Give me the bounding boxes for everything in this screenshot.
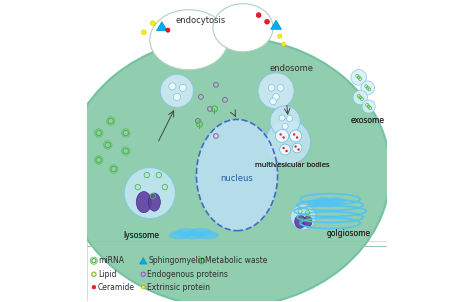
Circle shape <box>283 147 285 149</box>
Polygon shape <box>156 22 167 31</box>
Text: exosome: exosome <box>351 117 385 125</box>
Text: nucleus: nucleus <box>220 174 254 182</box>
Circle shape <box>268 85 275 91</box>
Circle shape <box>293 133 295 136</box>
Circle shape <box>150 21 155 26</box>
Text: Endogenous proteins: Endogenous proteins <box>147 270 228 279</box>
Circle shape <box>141 285 145 289</box>
Circle shape <box>296 136 298 139</box>
Circle shape <box>277 85 284 91</box>
Ellipse shape <box>196 231 219 239</box>
Ellipse shape <box>328 197 346 204</box>
Text: exosome: exosome <box>351 117 385 125</box>
Circle shape <box>169 83 176 90</box>
FancyBboxPatch shape <box>87 0 387 67</box>
Ellipse shape <box>168 231 191 239</box>
Ellipse shape <box>66 37 390 302</box>
Circle shape <box>160 74 193 108</box>
Ellipse shape <box>213 4 273 52</box>
Text: miRNA: miRNA <box>98 256 124 265</box>
Text: golgiosome: golgiosome <box>326 229 370 238</box>
Circle shape <box>361 81 374 95</box>
Text: lysosome: lysosome <box>123 231 159 240</box>
Circle shape <box>273 94 279 100</box>
Circle shape <box>124 168 175 219</box>
Circle shape <box>256 13 261 18</box>
Text: lysosome: lysosome <box>123 231 159 240</box>
Circle shape <box>265 119 310 165</box>
Text: Lipid: Lipid <box>98 270 116 279</box>
Circle shape <box>173 93 181 101</box>
Circle shape <box>280 144 291 155</box>
Circle shape <box>290 130 301 142</box>
Circle shape <box>292 143 302 153</box>
Ellipse shape <box>150 10 228 70</box>
Circle shape <box>258 73 294 109</box>
Circle shape <box>179 84 186 92</box>
Ellipse shape <box>295 215 306 228</box>
Ellipse shape <box>196 119 278 231</box>
Polygon shape <box>271 20 282 29</box>
Text: Metabolic waste: Metabolic waste <box>205 256 268 265</box>
Circle shape <box>351 69 366 85</box>
Circle shape <box>275 129 289 143</box>
FancyBboxPatch shape <box>87 241 387 301</box>
Text: Extrinsic protein: Extrinsic protein <box>147 283 210 292</box>
Circle shape <box>291 204 316 230</box>
Ellipse shape <box>148 193 160 211</box>
Text: endocytosis: endocytosis <box>176 16 226 25</box>
Circle shape <box>141 30 146 35</box>
Circle shape <box>283 136 285 139</box>
Ellipse shape <box>308 200 326 207</box>
Ellipse shape <box>189 228 212 236</box>
Circle shape <box>362 100 375 113</box>
Circle shape <box>282 42 286 47</box>
Circle shape <box>264 19 269 24</box>
Circle shape <box>353 90 367 105</box>
Circle shape <box>270 98 276 105</box>
Text: endosome: endosome <box>269 64 313 73</box>
Circle shape <box>166 28 170 32</box>
Circle shape <box>92 285 96 289</box>
Ellipse shape <box>137 191 151 213</box>
Circle shape <box>285 150 288 152</box>
Circle shape <box>294 145 297 148</box>
Ellipse shape <box>314 197 332 204</box>
Circle shape <box>278 34 282 38</box>
Polygon shape <box>140 258 147 264</box>
Ellipse shape <box>175 228 198 236</box>
Circle shape <box>270 106 300 136</box>
Ellipse shape <box>182 231 205 239</box>
Text: Sphingomyelin: Sphingomyelin <box>149 256 206 265</box>
Circle shape <box>287 116 292 121</box>
Text: golgiosome: golgiosome <box>326 229 370 238</box>
Text: Ceramide: Ceramide <box>98 283 135 292</box>
Circle shape <box>279 133 282 136</box>
Text: multivesicular bodies: multivesicular bodies <box>255 162 330 168</box>
Ellipse shape <box>303 216 312 227</box>
Ellipse shape <box>321 200 339 207</box>
Text: multivesicular bodies: multivesicular bodies <box>255 162 330 168</box>
Circle shape <box>297 148 300 151</box>
Circle shape <box>282 123 288 129</box>
Circle shape <box>279 115 285 121</box>
